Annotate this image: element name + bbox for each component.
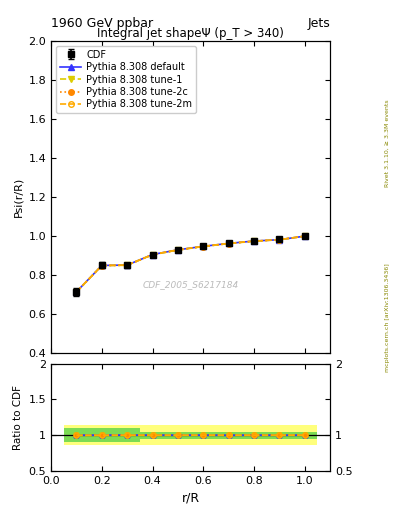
Pythia 8.308 tune-2c <box>74 289 79 295</box>
Pythia 8.308 tune-2m <box>176 247 180 253</box>
Pythia 8.308 tune-2m <box>125 262 130 268</box>
Pythia 8.308 tune-2c <box>277 237 282 243</box>
X-axis label: r/R: r/R <box>182 492 200 504</box>
Pythia 8.308 tune-2m <box>252 238 256 244</box>
Text: Jets: Jets <box>307 17 330 30</box>
Pythia 8.308 tune-2m <box>226 240 231 246</box>
Pythia 8.308 tune-2c <box>176 247 180 253</box>
Pythia 8.308 tune-2c <box>99 263 104 269</box>
Bar <box>64 428 140 442</box>
Pythia 8.308 tune-2m <box>201 243 206 249</box>
Bar <box>64 425 318 445</box>
Pythia 8.308 tune-2m <box>277 237 282 243</box>
Pythia 8.308 default <box>74 289 79 295</box>
Y-axis label: Ratio to CDF: Ratio to CDF <box>13 385 23 450</box>
Pythia 8.308 tune-1 <box>201 243 206 249</box>
Pythia 8.308 tune-1 <box>277 237 282 243</box>
Text: mcplots.cern.ch [arXiv:1306.3436]: mcplots.cern.ch [arXiv:1306.3436] <box>385 263 389 372</box>
Pythia 8.308 tune-2c <box>125 262 130 268</box>
Line: Pythia 8.308 tune-2c: Pythia 8.308 tune-2c <box>73 233 308 295</box>
Pythia 8.308 default <box>226 240 231 246</box>
Pythia 8.308 tune-2c <box>252 238 256 244</box>
Line: Pythia 8.308 tune-2m: Pythia 8.308 tune-2m <box>73 233 308 294</box>
Pythia 8.308 tune-1 <box>99 263 104 269</box>
Pythia 8.308 default <box>252 238 256 244</box>
Pythia 8.308 tune-1 <box>125 262 130 268</box>
Pythia 8.308 tune-1 <box>252 238 256 244</box>
Line: Pythia 8.308 default: Pythia 8.308 default <box>73 233 308 294</box>
Bar <box>140 432 318 439</box>
Pythia 8.308 default <box>176 247 180 253</box>
Line: Pythia 8.308 tune-1: Pythia 8.308 tune-1 <box>73 233 308 295</box>
Text: Rivet 3.1.10, ≥ 3.3M events: Rivet 3.1.10, ≥ 3.3M events <box>385 99 389 187</box>
Pythia 8.308 tune-2c <box>302 233 307 239</box>
Pythia 8.308 tune-2m <box>99 262 104 268</box>
Pythia 8.308 tune-1 <box>226 241 231 247</box>
Pythia 8.308 default <box>150 251 155 258</box>
Pythia 8.308 default <box>277 237 282 243</box>
Pythia 8.308 default <box>302 233 307 239</box>
Y-axis label: Psi(r/R): Psi(r/R) <box>13 177 23 217</box>
Pythia 8.308 tune-2c <box>226 241 231 247</box>
Pythia 8.308 tune-2m <box>302 233 307 239</box>
Pythia 8.308 tune-2c <box>150 251 155 258</box>
Pythia 8.308 tune-2c <box>201 243 206 249</box>
Text: 1960 GeV ppbar: 1960 GeV ppbar <box>51 17 153 30</box>
Legend: CDF, Pythia 8.308 default, Pythia 8.308 tune-1, Pythia 8.308 tune-2c, Pythia 8.3: CDF, Pythia 8.308 default, Pythia 8.308 … <box>56 46 196 113</box>
Pythia 8.308 default <box>125 262 130 268</box>
Title: Integral jet shapeΨ (p_T > 340): Integral jet shapeΨ (p_T > 340) <box>97 27 284 40</box>
Text: CDF_2005_S6217184: CDF_2005_S6217184 <box>143 280 239 289</box>
Pythia 8.308 tune-2m <box>74 289 79 295</box>
Pythia 8.308 default <box>201 243 206 249</box>
Pythia 8.308 tune-1 <box>150 251 155 258</box>
Pythia 8.308 tune-1 <box>74 289 79 295</box>
Pythia 8.308 tune-1 <box>176 247 180 253</box>
Pythia 8.308 default <box>99 262 104 268</box>
Pythia 8.308 tune-2m <box>150 251 155 258</box>
Pythia 8.308 tune-1 <box>302 233 307 239</box>
